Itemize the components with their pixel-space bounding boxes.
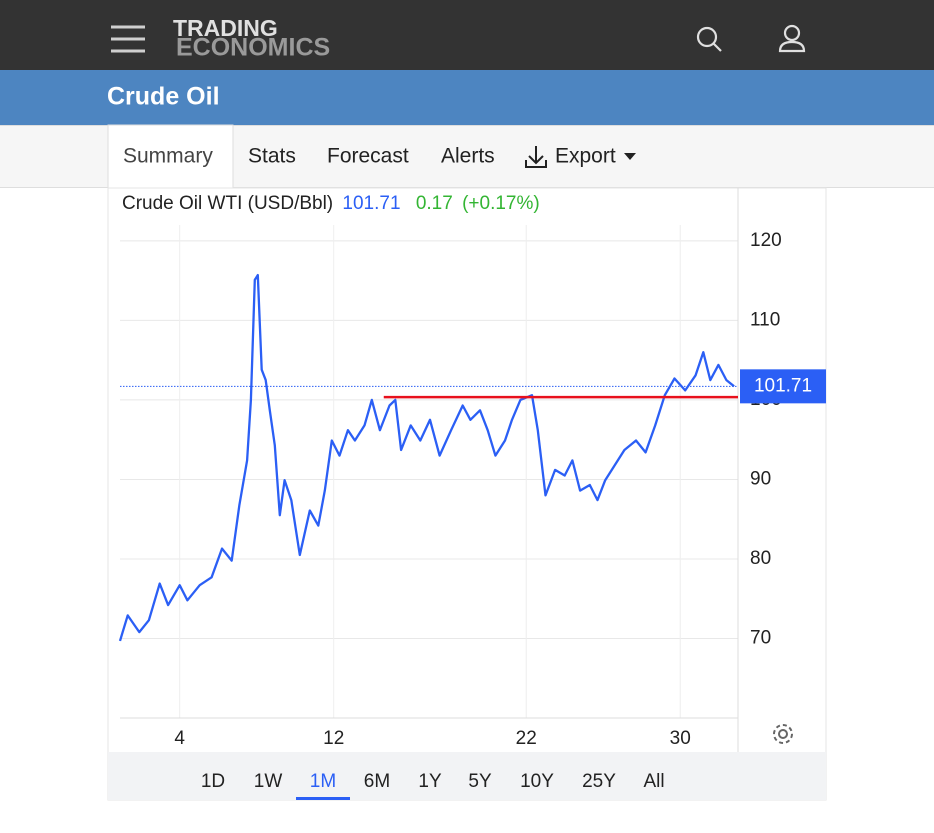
chart-title: Crude Oil WTI (USD/Bbl) bbox=[122, 193, 333, 214]
download-icon bbox=[525, 146, 547, 168]
tab[interactable]: Export bbox=[555, 145, 616, 168]
top-bar bbox=[0, 0, 934, 70]
range-button[interactable]: All bbox=[643, 771, 664, 792]
menu-icon[interactable] bbox=[111, 25, 145, 53]
tab[interactable]: Forecast bbox=[327, 145, 409, 168]
range-button[interactable]: 1M bbox=[310, 771, 336, 792]
range-button[interactable]: 25Y bbox=[582, 771, 616, 792]
range-button[interactable]: 1Y bbox=[418, 771, 442, 792]
last-price: 101.71 bbox=[342, 193, 400, 214]
range-button[interactable]: 5Y bbox=[468, 771, 492, 792]
y-tick-label: 110 bbox=[750, 309, 780, 330]
logo-top: TRADING bbox=[173, 15, 278, 41]
export-caret bbox=[624, 153, 636, 160]
change: 0.17 bbox=[416, 193, 453, 214]
x-tick-label: 12 bbox=[323, 728, 344, 749]
chart: 7080901001101204122230101.71 bbox=[118, 188, 826, 752]
x-tick-label: 4 bbox=[174, 728, 185, 749]
change-percent: (+0.17%) bbox=[462, 193, 540, 214]
y-tick-label: 80 bbox=[750, 548, 771, 569]
chart-card bbox=[107, 187, 827, 801]
last-price-badge-label: 101.71 bbox=[754, 375, 812, 396]
x-tick-label: 30 bbox=[670, 728, 691, 749]
range-button[interactable]: 6M bbox=[364, 771, 390, 792]
tab[interactable]: Summary bbox=[123, 145, 213, 168]
tab[interactable]: Alerts bbox=[441, 145, 495, 168]
settings-icon[interactable] bbox=[773, 724, 793, 744]
range-button[interactable]: 1W bbox=[254, 771, 283, 792]
range-underline bbox=[296, 797, 350, 800]
y-tick-label: 70 bbox=[750, 627, 771, 648]
range-button[interactable]: 1D bbox=[201, 771, 225, 792]
tab[interactable]: Stats bbox=[248, 145, 296, 168]
y-tick-label: 120 bbox=[750, 230, 782, 251]
x-tick-label: 22 bbox=[516, 728, 537, 749]
title-bar bbox=[0, 70, 934, 125]
range-button[interactable]: 10Y bbox=[520, 771, 554, 792]
last-price-badge bbox=[740, 369, 826, 404]
page-title: Crude Oil bbox=[107, 83, 220, 111]
y-tick-label: 90 bbox=[750, 468, 771, 489]
range-bar bbox=[108, 752, 826, 800]
price-line bbox=[118, 273, 735, 642]
logo-bottom: ECONOMICS bbox=[176, 34, 330, 62]
user-icon[interactable] bbox=[778, 24, 806, 53]
chart-header: Crude Oil WTI (USD/Bbl) 101.71 0.17 (+0.… bbox=[122, 193, 540, 214]
search-icon[interactable] bbox=[696, 26, 722, 52]
